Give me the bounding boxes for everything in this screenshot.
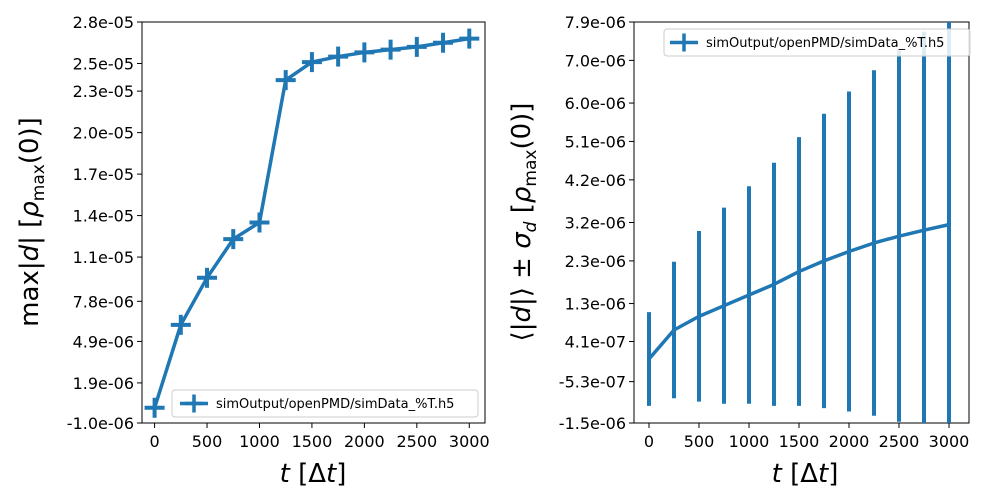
left-series	[144, 28, 480, 418]
right-y-tick-label: 4.2e-06	[565, 171, 626, 190]
right-y-tick-label: 1.3e-06	[565, 295, 626, 314]
left-x-tick-label: 1500	[292, 432, 333, 451]
right-x-tick-label: 1000	[729, 432, 770, 451]
left-y-tick-label: 1.4e-05	[73, 207, 134, 226]
left-x-tick-label: 3000	[449, 432, 490, 451]
left-x-tick-label: 1000	[239, 432, 280, 451]
left-x-tick-label: 500	[192, 432, 223, 451]
left-y-ticks: -1.0e-06 1.9e-06 4.9e-06 7.8e-06 1.1e-05 1.4e…	[67, 13, 142, 433]
left-data-point	[433, 32, 454, 53]
right-legend-box	[663, 28, 971, 57]
left-y-tick-label: -1.0e-06	[67, 414, 134, 433]
right-y-tick-label: -1.5e-06	[559, 414, 626, 433]
right-y-axis-label: ⟨|d|⟩ ± σd [ρmax(0)]	[507, 103, 541, 342]
left-data-point	[275, 70, 296, 91]
right-x-tick-label: 2500	[879, 432, 920, 451]
left-data-point	[170, 314, 191, 335]
left-x-tick-label: 0	[149, 432, 159, 451]
left-chart: -1.0e-06 1.9e-06 4.9e-06 7.8e-06 1.1e-05 1.4e…	[15, 13, 490, 489]
right-y-ticks: -1.5e-06 -5.3e-07 4.1e-07 1.3e-06 2.3e-06 3.2…	[559, 13, 634, 433]
left-y-tick-label: 4.9e-06	[73, 332, 134, 351]
left-y-tick-label: 1.1e-05	[73, 248, 134, 267]
left-data-point	[459, 28, 480, 49]
right-y-tick-label: 6.0e-06	[565, 94, 626, 113]
left-legend-box	[171, 389, 479, 418]
right-x-tick-label: 3000	[929, 432, 970, 451]
left-data-point	[144, 397, 165, 418]
left-data-point	[354, 42, 375, 63]
left-y-tick-label: 2.0e-05	[73, 124, 134, 143]
right-y-tick-label: 7.0e-06	[565, 51, 626, 70]
left-legend: simOutput/openPMD/simData_%T.h5	[171, 389, 479, 418]
right-x-tick-label: 1500	[779, 432, 820, 451]
left-x-ticks: 0 500 1000 1500 2000 2500 3000	[149, 423, 490, 451]
right-x-tick-label: 2000	[829, 432, 870, 451]
left-data-point	[406, 36, 427, 57]
left-y-tick-label: 7.8e-06	[73, 292, 134, 311]
left-y-tick-label: 2.5e-05	[73, 54, 134, 73]
left-data-point	[223, 229, 244, 250]
right-series	[647, 22, 951, 423]
left-y-tick-label: 1.7e-05	[73, 165, 134, 184]
left-y-tick-label: 2.8e-05	[73, 13, 134, 32]
left-legend-label: simOutput/openPMD/simData_%T.h5	[216, 397, 454, 412]
left-data-point	[301, 52, 322, 73]
left-data-point	[380, 39, 401, 60]
right-y-tick-label: -5.3e-07	[559, 373, 626, 392]
right-x-tick-label: 500	[684, 432, 715, 451]
right-x-tick-label: 0	[644, 432, 654, 451]
right-plot-area	[633, 21, 970, 424]
left-y-axis-label: max|d| [ρmax(0)]	[15, 117, 49, 327]
right-y-tick-label: 2.3e-06	[565, 252, 626, 271]
right-legend-label: simOutput/openPMD/simData_%T.h5	[706, 36, 944, 51]
left-plot-area	[141, 21, 486, 424]
left-x-tick-label: 2500	[396, 432, 437, 451]
right-y-tick-label: 3.2e-06	[565, 214, 626, 233]
left-x-tick-label: 2000	[344, 432, 385, 451]
right-x-ticks: 0 500 1000 1500 2000 2500 3000	[644, 423, 969, 451]
right-y-tick-label: 7.9e-06	[565, 13, 626, 32]
left-x-axis-label: t [Δt]	[280, 459, 347, 489]
left-data-point	[249, 212, 270, 233]
left-data-point	[197, 267, 218, 288]
right-x-axis-label: t [Δt]	[772, 459, 839, 489]
left-y-tick-label: 2.3e-05	[73, 82, 134, 101]
right-series-line	[647, 222, 951, 361]
left-y-tick-label: 1.9e-06	[73, 374, 134, 393]
left-data-point	[328, 46, 349, 67]
right-y-tick-label: 5.1e-06	[565, 132, 626, 151]
right-legend: simOutput/openPMD/simData_%T.h5	[663, 28, 971, 57]
right-chart: -1.5e-06 -5.3e-07 4.1e-07 1.3e-06 2.3e-06 3.2…	[507, 13, 971, 489]
right-y-tick-label: 4.1e-07	[565, 333, 626, 352]
